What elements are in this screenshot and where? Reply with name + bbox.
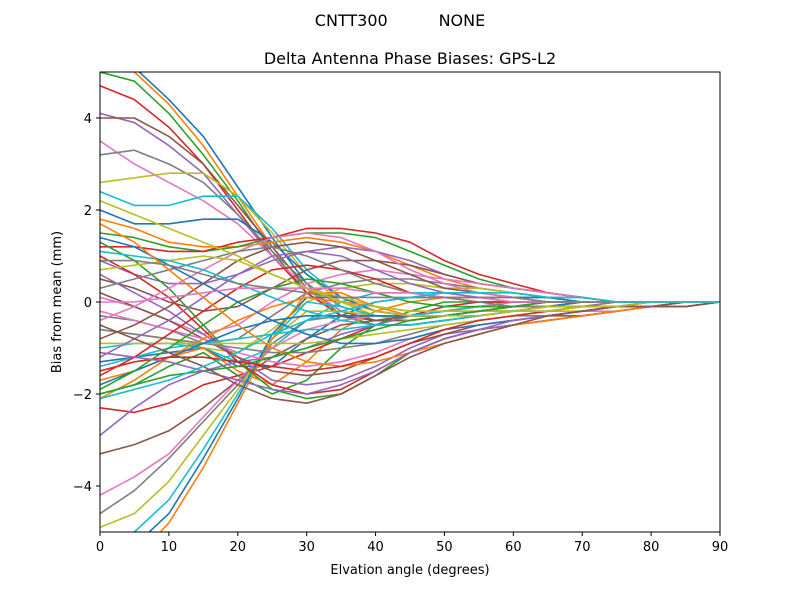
x-tick-label: 30 [298, 540, 315, 555]
series-line [100, 200, 720, 317]
x-tick-label: 60 [505, 540, 522, 555]
y-axis-label: Bias from mean (mm) [50, 231, 65, 373]
x-tick-label: 0 [96, 540, 104, 555]
x-tick-label: 40 [367, 540, 384, 555]
x-tick-label: 70 [574, 540, 591, 555]
y-tick-label: −4 [73, 480, 92, 495]
y-tick-label: 0 [84, 296, 92, 311]
chart-title: Delta Antenna Phase Biases: GPS-L2 [264, 49, 556, 68]
y-axis-ticks: −4 −2 0 2 4 [73, 112, 100, 495]
figure-suptitle: CNTT300 NONE [315, 11, 485, 30]
series-line [100, 291, 720, 400]
y-tick-label: 4 [84, 112, 92, 127]
x-tick-label: 90 [712, 540, 729, 555]
x-axis-label: Elvation angle (degrees) [330, 563, 489, 578]
y-tick-label: 2 [84, 204, 92, 219]
plot-lines [100, 72, 720, 532]
x-axis-ticks: 0 10 20 30 40 50 60 70 80 90 [96, 532, 728, 555]
x-tick-label: 10 [161, 540, 178, 555]
y-tick-label: −2 [73, 388, 92, 403]
x-tick-label: 80 [643, 540, 660, 555]
x-tick-label: 50 [436, 540, 453, 555]
x-tick-label: 20 [230, 540, 247, 555]
